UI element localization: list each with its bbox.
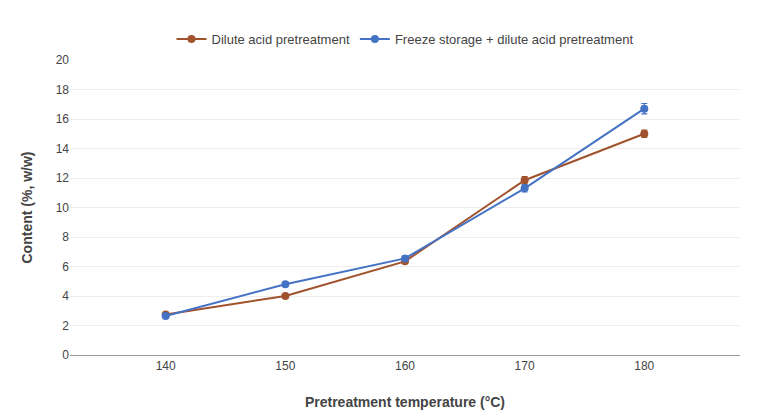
svg-text:170: 170: [515, 359, 535, 373]
svg-text:Content (%, w/w): Content (%, w/w): [19, 152, 35, 264]
svg-text:150: 150: [275, 359, 295, 373]
svg-text:Freeze storage + dilute acid p: Freeze storage + dilute acid pretreatmen…: [395, 32, 633, 47]
svg-text:10: 10: [56, 201, 70, 215]
svg-text:6: 6: [62, 260, 69, 274]
svg-text:Pretreatment temperature (°C): Pretreatment temperature (°C): [305, 394, 505, 410]
svg-text:20: 20: [56, 53, 70, 67]
svg-text:4: 4: [62, 289, 69, 303]
svg-text:140: 140: [156, 359, 176, 373]
svg-text:160: 160: [395, 359, 415, 373]
svg-text:14: 14: [56, 142, 70, 156]
svg-text:0: 0: [62, 348, 69, 362]
svg-text:18: 18: [56, 83, 70, 97]
svg-text:180: 180: [634, 359, 654, 373]
svg-text:16: 16: [56, 112, 70, 126]
svg-text:Dilute acid pretreatment: Dilute acid pretreatment: [212, 32, 350, 47]
svg-text:2: 2: [62, 319, 69, 333]
svg-text:12: 12: [56, 171, 70, 185]
svg-text:8: 8: [62, 230, 69, 244]
